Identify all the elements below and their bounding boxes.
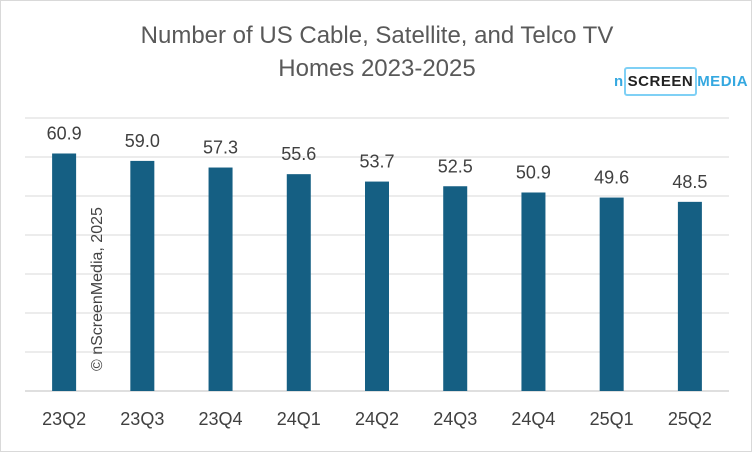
data-label: 52.5 (438, 156, 473, 176)
chart-title: Number of US Cable, Satellite, and Telco… (1, 19, 751, 85)
bar (521, 192, 546, 391)
bar (130, 160, 155, 391)
data-label: 60.9 (47, 123, 82, 143)
nscreenmedia-logo: n SCREEN MEDIA (614, 67, 748, 96)
x-tick-label: 25Q1 (590, 409, 634, 429)
bar (443, 186, 468, 391)
bar (52, 153, 77, 391)
chart-title-line: Number of US Cable, Satellite, and Telco… (140, 22, 614, 49)
x-tick-label: 23Q4 (199, 409, 243, 429)
bar (286, 174, 311, 391)
x-tick-label: 23Q2 (42, 409, 86, 429)
x-tick-label: 23Q3 (120, 409, 164, 429)
bar (365, 181, 389, 391)
data-label: 49.6 (594, 168, 629, 188)
bar (208, 167, 233, 391)
data-label: 59.0 (125, 131, 160, 151)
data-label: 55.6 (281, 144, 316, 164)
x-tick-label: 25Q2 (668, 409, 712, 429)
data-label: 48.5 (672, 172, 707, 192)
bar (677, 201, 702, 391)
chart-title-line: Homes 2023-2025 (278, 55, 476, 82)
x-tick-label: 24Q1 (277, 409, 321, 429)
data-label: 50.9 (516, 162, 551, 182)
bar (599, 197, 624, 391)
data-label: 53.7 (359, 152, 394, 172)
x-tick-label: 24Q3 (433, 409, 477, 429)
x-tick-label: 24Q4 (511, 409, 555, 429)
watermark: © nScreenMedia, 2025 (89, 207, 106, 371)
data-label: 57.3 (203, 138, 238, 158)
x-tick-label: 24Q2 (355, 409, 399, 429)
